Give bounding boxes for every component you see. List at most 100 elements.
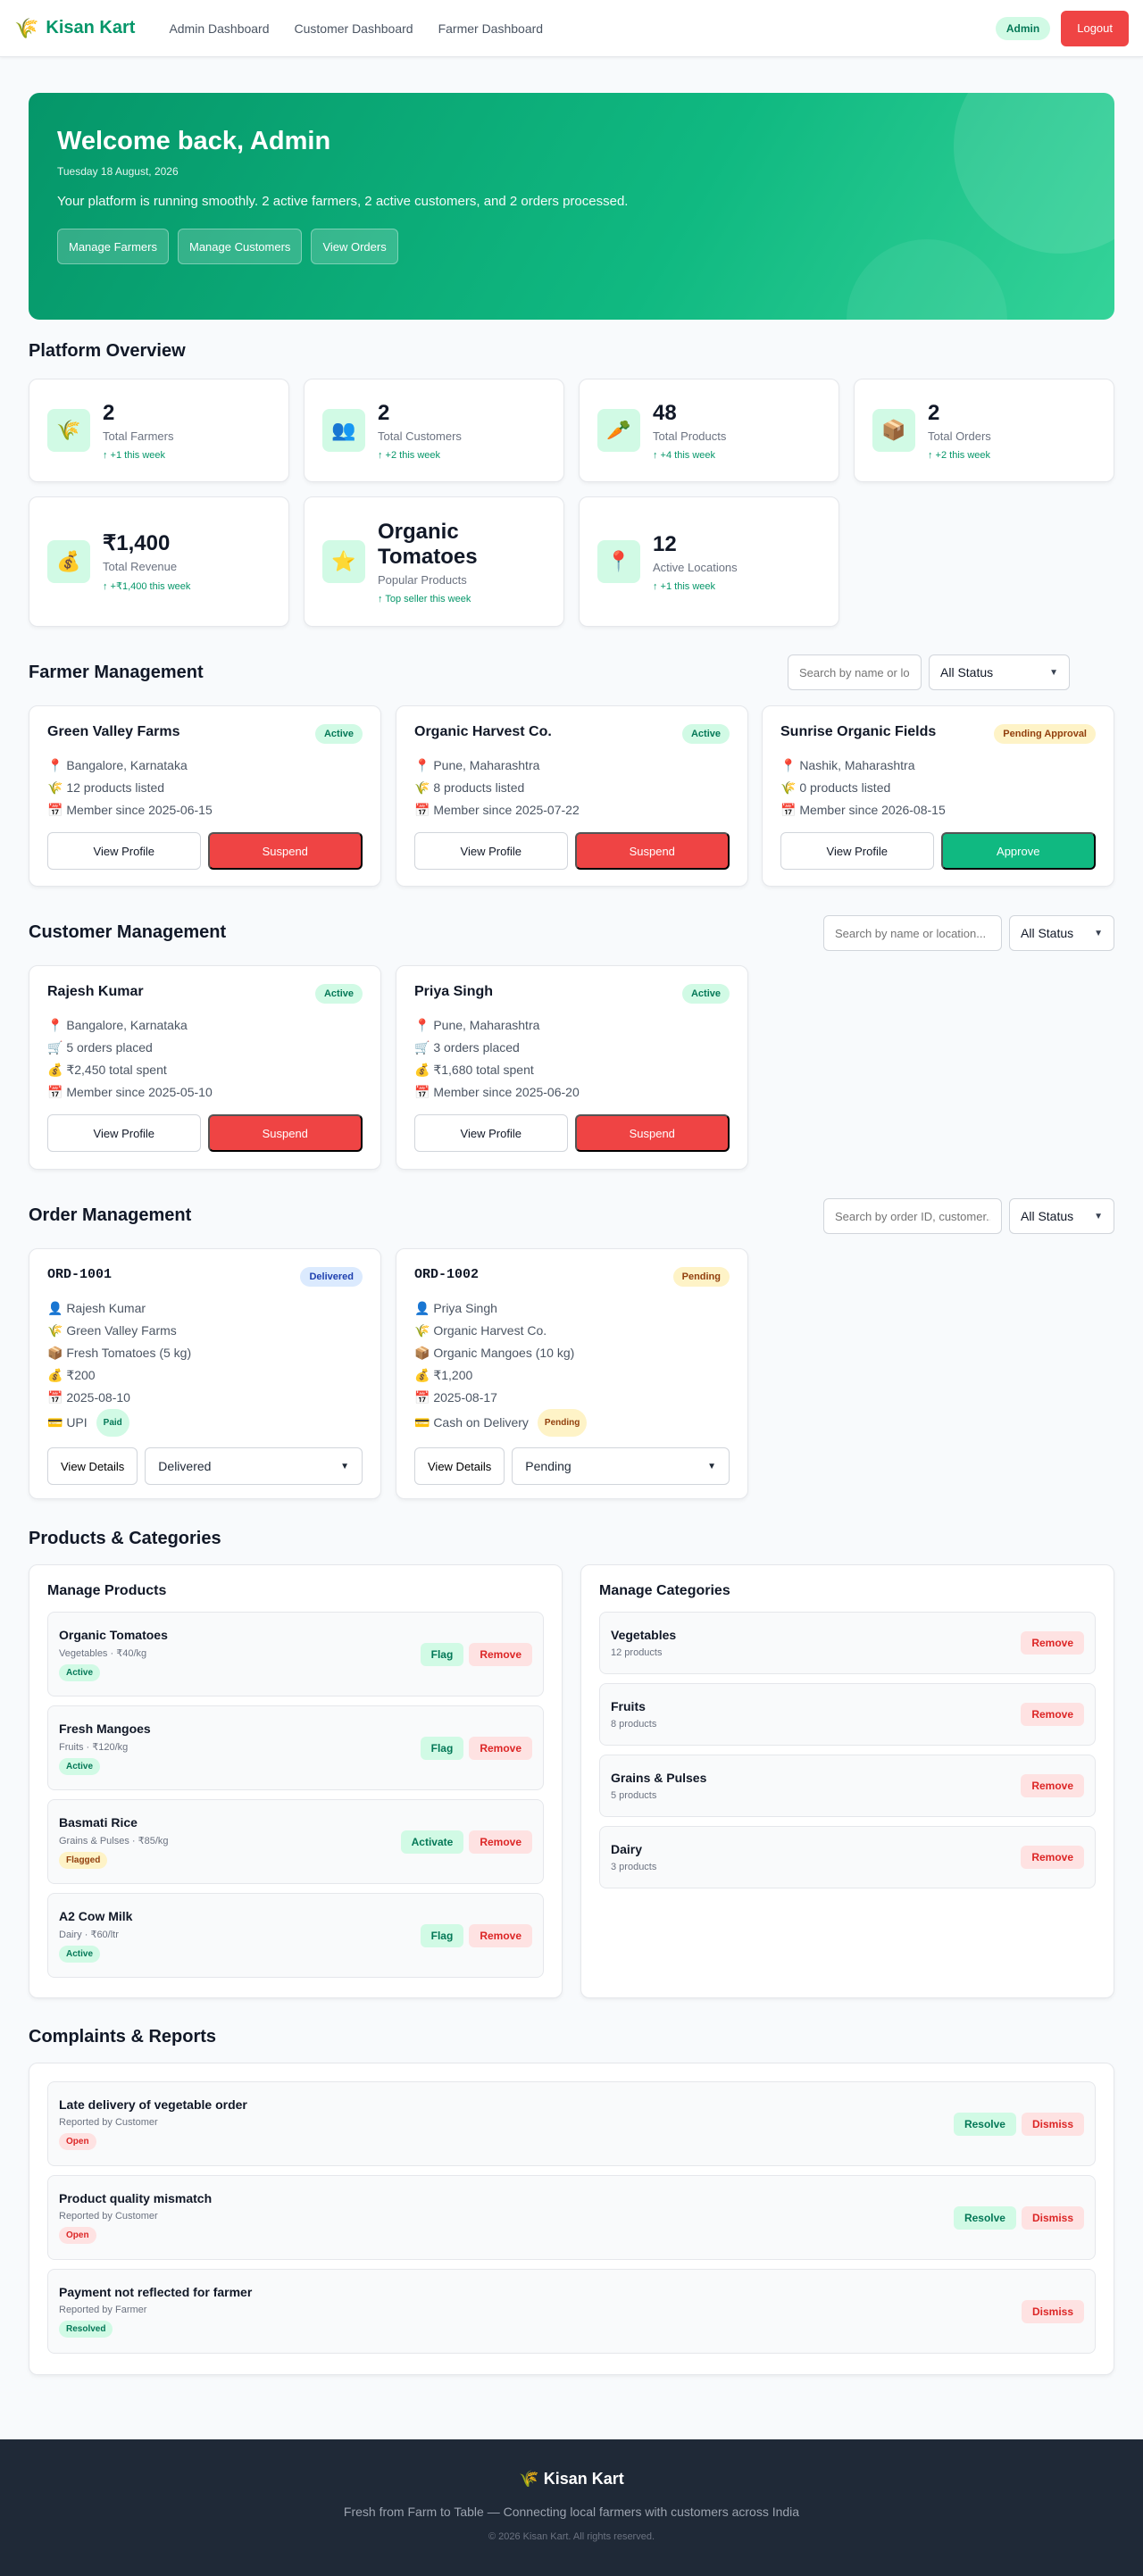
farmer-name: Sunrise Organic Fields xyxy=(780,724,937,739)
panel-title: Manage Products xyxy=(47,1583,167,1598)
stat-trend: ↑ +4 this week xyxy=(653,449,716,461)
order-amount: 💰 ₹1,200 xyxy=(414,1368,473,1382)
view-profile-button[interactable]: View Profile xyxy=(780,832,934,870)
farmer-card: Sunrise Organic Fields Pending Approval 📍… xyxy=(762,705,1114,887)
nav-link-farmer-dashboard[interactable]: Farmer Dashboard xyxy=(438,21,544,36)
footer-tagline: Fresh from Farm to Table — Connecting lo… xyxy=(343,2505,800,2519)
resolve-button[interactable]: Resolve xyxy=(953,2112,1016,2136)
category-count: 5 products xyxy=(611,1790,657,1801)
status-badge: Active xyxy=(59,1663,101,1681)
top-nav: 🌾 Kisan Kart Admin Dashboard Customer Da… xyxy=(0,0,1143,57)
complaint-reporter: Reported by Customer xyxy=(59,2117,158,2128)
stat-label: Total Customers xyxy=(378,429,462,443)
role-badge: Admin xyxy=(995,16,1051,40)
view-profile-button[interactable]: View Profile xyxy=(47,832,201,870)
select-value: All Status xyxy=(940,665,994,679)
remove-button[interactable]: Remove xyxy=(1021,1774,1084,1797)
dismiss-button[interactable]: Dismiss xyxy=(1021,2205,1084,2230)
remove-button[interactable]: Remove xyxy=(469,1923,532,1947)
order-status-select[interactable]: Delivered ▼ xyxy=(145,1447,363,1485)
nav-link-customer-dashboard[interactable]: Customer Dashboard xyxy=(294,21,413,36)
customer-spent: 💰 ₹1,680 total spent xyxy=(414,1063,534,1077)
farmer-search-input[interactable] xyxy=(788,654,922,690)
order-item: 📦 Organic Mangoes (10 kg) xyxy=(414,1346,575,1360)
order-search-input[interactable] xyxy=(823,1198,1002,1234)
dismiss-button[interactable]: Dismiss xyxy=(1021,2112,1084,2136)
suspend-button[interactable]: Suspend xyxy=(207,1114,363,1152)
approve-button[interactable]: Approve xyxy=(940,832,1096,870)
resolve-button[interactable]: Resolve xyxy=(953,2205,1016,2230)
customer-search-input[interactable] xyxy=(823,915,1002,951)
stat-trend: ↑ +2 this week xyxy=(928,449,991,461)
order-payment: 💳 UPI Paid xyxy=(47,1409,363,1437)
flag-button[interactable]: Flag xyxy=(420,1923,464,1947)
complaint-reporter: Reported by Customer xyxy=(59,2211,158,2222)
category-count: 3 products xyxy=(611,1862,657,1872)
complaint-title: Late delivery of vegetable order xyxy=(59,2097,247,2112)
remove-button[interactable]: Remove xyxy=(1021,1631,1084,1655)
select-value: Pending xyxy=(525,1459,572,1473)
member-since: 📅 Member since 2026-08-15 xyxy=(780,803,946,817)
customer-card: Rajesh Kumar Active 📍 Bangalore, Karnatak… xyxy=(29,965,381,1170)
complaint-item: Product quality mismatch Reported by Cust… xyxy=(47,2175,1096,2260)
star-icon: ⭐ xyxy=(322,540,365,583)
order-id: ORD-1001 xyxy=(47,1267,113,1282)
activate-button[interactable]: Activate xyxy=(400,1830,464,1854)
stat-card-total-farmers: 🌾 2 Total Farmers ↑ +1 this week xyxy=(29,379,289,482)
farmer-card: Green Valley Farms Active 📍 Bangalore, Ka… xyxy=(29,705,381,887)
order-customer: 👤 Priya Singh xyxy=(414,1301,497,1315)
remove-button[interactable]: Remove xyxy=(469,1642,532,1666)
view-details-button[interactable]: View Details xyxy=(414,1447,505,1485)
customer-location: 📍 Pune, Maharashtra xyxy=(414,1018,540,1032)
customer-spent: 💰 ₹2,450 total spent xyxy=(47,1063,167,1077)
view-profile-button[interactable]: View Profile xyxy=(414,832,568,870)
flag-button[interactable]: Flag xyxy=(420,1642,464,1666)
view-profile-button[interactable]: View Profile xyxy=(414,1114,568,1152)
farmer-card: Organic Harvest Co. Active 📍 Pune, Mahara… xyxy=(396,705,748,887)
section-title-products-categories: Products & Categories xyxy=(29,1529,221,1548)
payment-method: 💳 Cash on Delivery xyxy=(414,1415,529,1430)
brand-name: Kisan Kart xyxy=(46,18,136,38)
manage-customers-button[interactable]: Manage Customers xyxy=(177,229,303,264)
stat-card-total-customers: 👥 2 Total Customers ↑ +2 this week xyxy=(304,379,564,482)
remove-button[interactable]: Remove xyxy=(1021,1846,1084,1869)
logout-button[interactable]: Logout xyxy=(1061,10,1129,46)
order-status-select[interactable]: Pending ▼ xyxy=(512,1447,730,1485)
status-badge: Delivered xyxy=(300,1267,363,1287)
suspend-button[interactable]: Suspend xyxy=(207,832,363,870)
remove-button[interactable]: Remove xyxy=(469,1830,532,1854)
suspend-button[interactable]: Suspend xyxy=(574,1114,730,1152)
nav-link-admin-dashboard[interactable]: Admin Dashboard xyxy=(169,21,270,36)
customer-location: 📍 Bangalore, Karnataka xyxy=(47,1018,188,1032)
brand-logo[interactable]: 🌾 Kisan Kart xyxy=(14,17,135,40)
category-item: Fruits 8 products Remove xyxy=(599,1683,1096,1746)
dismiss-button[interactable]: Dismiss xyxy=(1021,2299,1084,2323)
chevron-down-icon: ▼ xyxy=(707,1461,716,1471)
order-status-select[interactable]: All Status ▼ xyxy=(1009,1198,1114,1234)
farmer-status-select[interactable]: All Status ▼ xyxy=(929,654,1070,690)
flag-button[interactable]: Flag xyxy=(420,1736,464,1760)
view-profile-button[interactable]: View Profile xyxy=(47,1114,201,1152)
product-item: Fresh Mangoes Fruits · ₹120/kg Active Flag… xyxy=(47,1705,544,1790)
order-id: ORD-1002 xyxy=(414,1267,480,1282)
view-orders-button[interactable]: View Orders xyxy=(311,229,398,264)
status-badge: Flagged xyxy=(59,1851,108,1869)
customer-status-select[interactable]: All Status ▼ xyxy=(1009,915,1114,951)
category-item: Vegetables 12 products Remove xyxy=(599,1612,1096,1674)
order-item: 📦 Fresh Tomatoes (5 kg) xyxy=(47,1346,192,1360)
manage-farmers-button[interactable]: Manage Farmers xyxy=(57,229,169,264)
order-farmer: 🌾 Organic Harvest Co. xyxy=(414,1323,547,1338)
remove-button[interactable]: Remove xyxy=(1021,1703,1084,1726)
remove-button[interactable]: Remove xyxy=(469,1736,532,1760)
select-value: All Status xyxy=(1021,1209,1074,1223)
status-badge: Pending Approval xyxy=(994,724,1096,744)
select-value: All Status xyxy=(1021,926,1074,940)
box-icon: 📦 xyxy=(872,409,915,452)
farmer-products: 🌾 8 products listed xyxy=(414,780,525,795)
suspend-button[interactable]: Suspend xyxy=(574,832,730,870)
view-details-button[interactable]: View Details xyxy=(47,1447,138,1485)
customer-orders: 🛒 5 orders placed xyxy=(47,1040,153,1055)
order-amount: 💰 ₹200 xyxy=(47,1368,96,1382)
product-meta: Fruits · ₹120/kg xyxy=(59,1741,129,1753)
status-badge: Active xyxy=(314,724,363,744)
